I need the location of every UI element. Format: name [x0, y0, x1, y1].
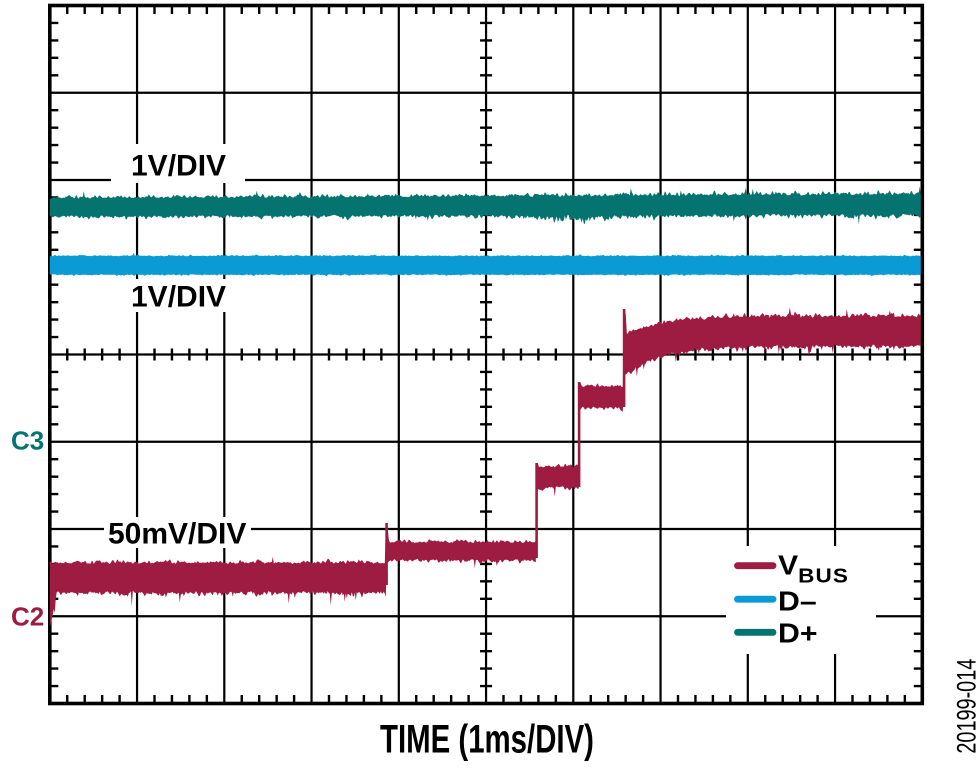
- svg-text:D–: D–: [778, 587, 817, 617]
- svg-text:20199-014: 20199-014: [953, 659, 979, 754]
- svg-text:D+: D+: [778, 619, 818, 649]
- svg-text:C2: C2: [11, 602, 44, 632]
- svg-text:TIME (1ms/DIV): TIME (1ms/DIV): [380, 717, 594, 761]
- svg-text:50mV/DIV: 50mV/DIV: [108, 518, 246, 551]
- svg-text:1V/DIV: 1V/DIV: [131, 281, 226, 314]
- svg-text:C3: C3: [11, 426, 44, 456]
- svg-text:1V/DIV: 1V/DIV: [131, 150, 226, 183]
